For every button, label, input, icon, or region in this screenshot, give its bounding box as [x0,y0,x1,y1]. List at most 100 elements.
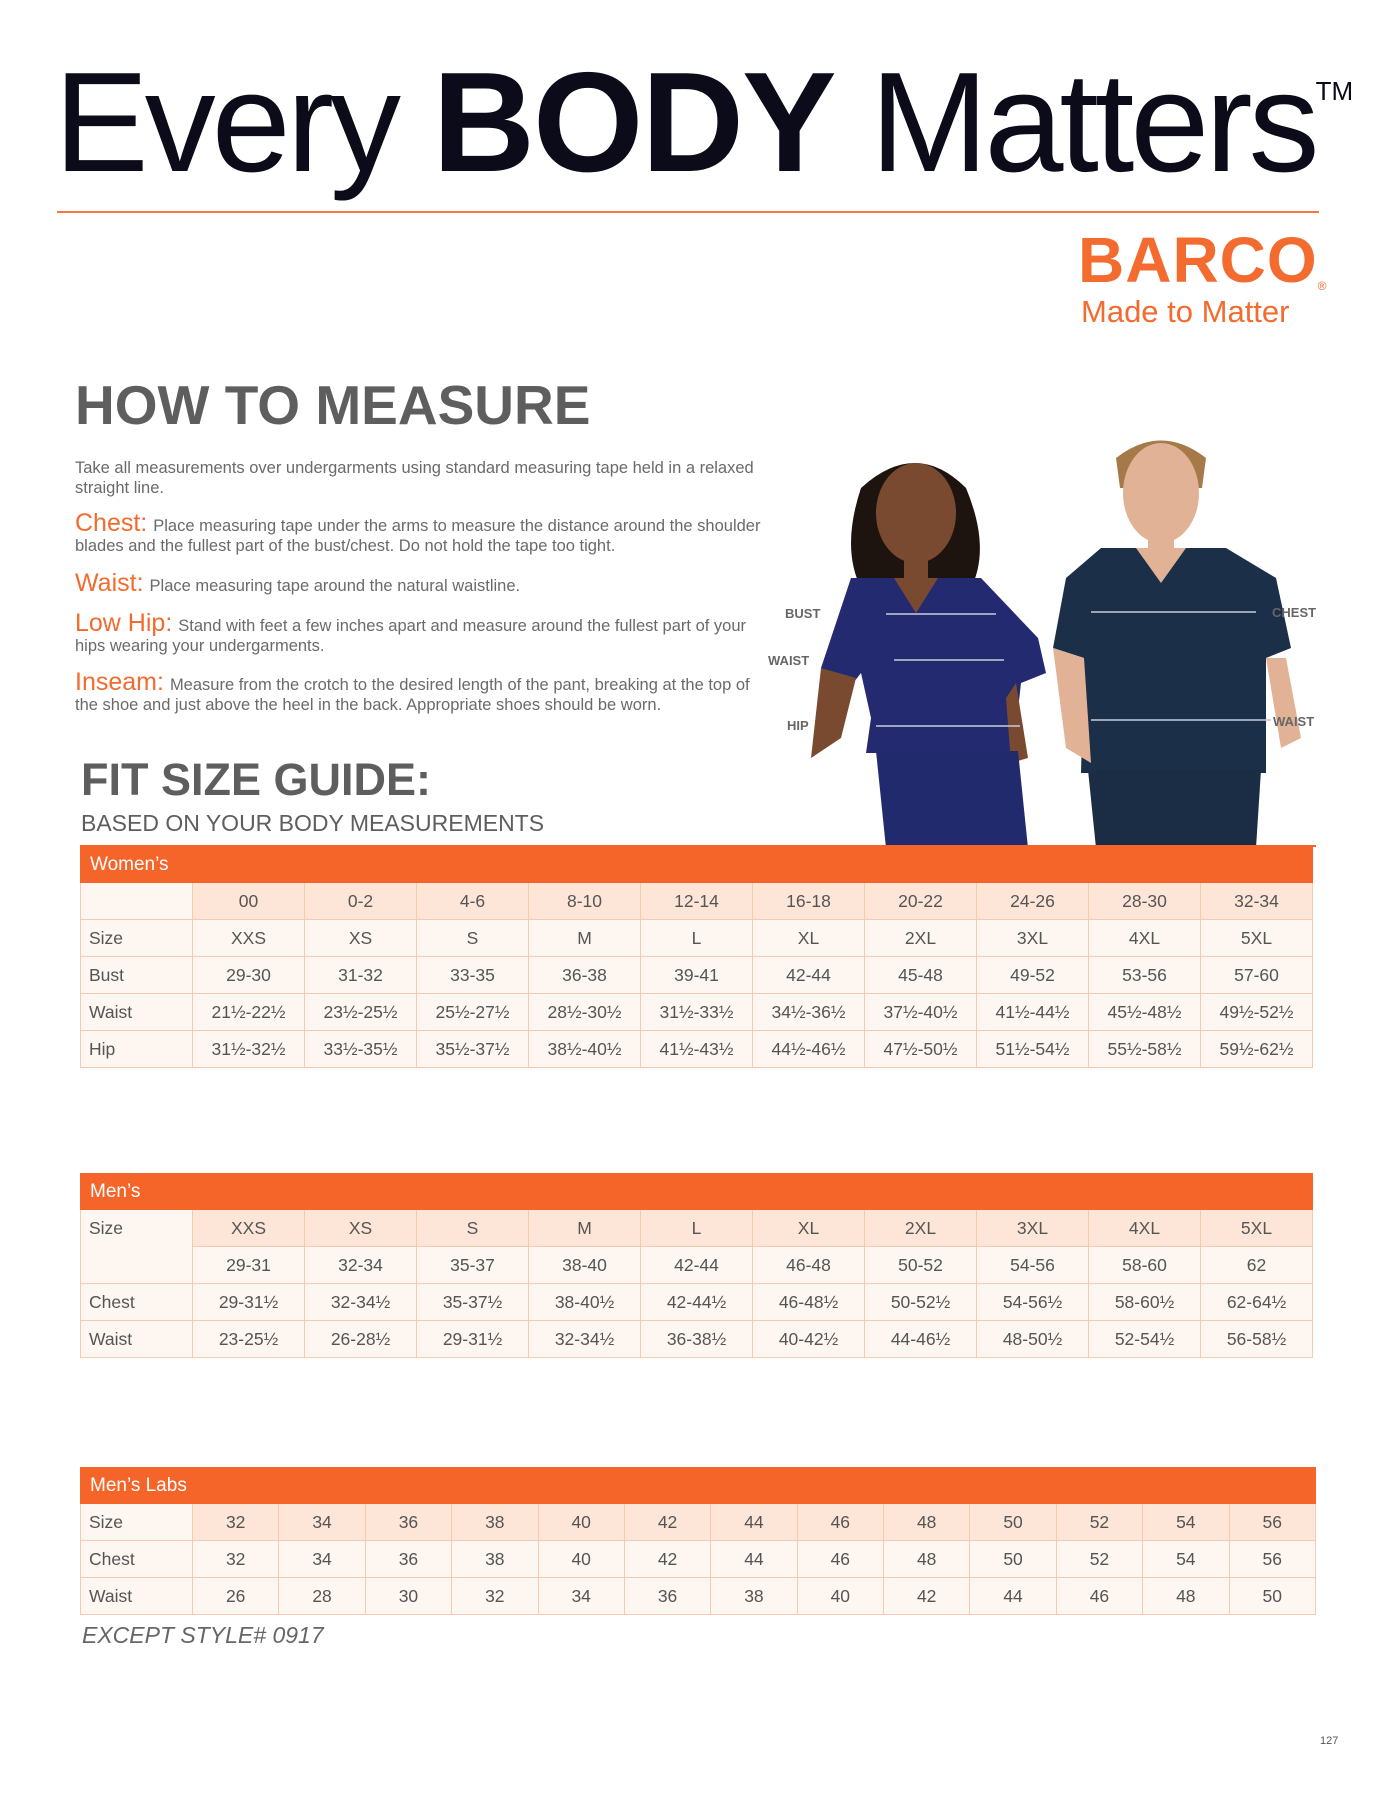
table-cell: S [416,919,529,957]
table-cell: 54-56 [976,1246,1089,1284]
table-cell: XXS [192,919,305,957]
table-cell: 35-37 [416,1246,529,1284]
table-cell: XS [304,1209,417,1247]
table-cell: 51½-54½ [976,1030,1089,1068]
table-cell: XL [752,919,865,957]
table-cell: 49½-52½ [1200,993,1313,1031]
table-cell: 34 [278,1503,366,1541]
table-cell: 29-31½ [192,1283,305,1321]
table-cell: 40 [796,1577,885,1615]
table-cell: 38 [451,1540,539,1578]
chest-label: CHEST [1272,605,1317,620]
table-cell: 48 [882,1540,971,1578]
table-cell: L [640,1209,753,1247]
table-cell: 28 [278,1577,366,1615]
womens-size-table: Women’s 00 0-2 4-6 8-10 12-14 16-18 20-22 24-26 2… [80,846,1313,1068]
table-cell: 37½-40½ [864,993,977,1031]
title-word: Matters [870,43,1319,202]
table-cell: 38-40 [528,1246,641,1284]
table-cell: M [528,919,641,957]
measure-label: Waist: [75,569,144,597]
table-cell: 50 [969,1503,1057,1541]
table-cell: 48-50½ [976,1320,1089,1358]
table-cell: 45½-48½ [1088,993,1201,1031]
table-cell: 00 [192,882,305,920]
table-cell: 25½-27½ [416,993,529,1031]
table-cell: XS [304,919,417,957]
table-row: Hip 31½-32½ 33½-35½ 35½-37½ 38½-40½ 41½-43½ 44… [80,1030,1313,1068]
table-cell: 58-60½ [1088,1283,1201,1321]
table-cell: 44-46½ [864,1320,977,1358]
mens-size-table: Men’s Size XXS XS S M L XL 2XL 3XL 4XL 5XL 29-31 32-3… [80,1173,1313,1358]
measure-low-hip: Low Hip: Stand with feet a few inches apa… [75,611,765,656]
table-cell: 50-52½ [864,1283,977,1321]
table-cell: 49-52 [976,956,1089,994]
measure-label: Inseam: [75,668,164,696]
registered-mark: ® [1317,279,1328,293]
measure-text: Place measuring tape around the natural … [149,577,521,595]
table-cell: 56 [1228,1540,1316,1578]
table-cell: S [416,1209,529,1247]
row-label: Bust [80,956,193,994]
table-cell: 31½-33½ [640,993,753,1031]
table-cell: 32 [191,1503,280,1541]
table-cell: 42 [882,1577,971,1615]
table-cell: 32-34 [1200,882,1313,920]
table-row: Waist 26 28 30 32 34 36 38 40 42 44 46 48 50 [80,1577,1316,1615]
divider [57,211,1319,213]
table-cell: 24-26 [976,882,1089,920]
how-to-measure-heading: HOW TO MEASURE [75,374,591,436]
table-title: Men’s [80,1173,1313,1210]
table-cell: 5XL [1200,1209,1313,1247]
man-figure [1053,440,1301,848]
table-cell: 29-31 [192,1246,305,1284]
table-cell: 31½-32½ [192,1030,305,1068]
table-cell: 33½-35½ [304,1030,417,1068]
row-label: Chest [80,1283,193,1321]
table-cell: 38-40½ [528,1283,641,1321]
table-cell: 62-64½ [1200,1283,1313,1321]
brand-tagline: Made to Matter [1081,294,1290,329]
row-label [80,882,193,920]
table-cell: 46 [796,1540,885,1578]
table-row: 00 0-2 4-6 8-10 12-14 16-18 20-22 24-26 28-30 32-… [80,882,1313,920]
table-cell: M [528,1209,641,1247]
brand-logo: BARCO® [1078,228,1328,292]
table-cell: 32-34½ [528,1320,641,1358]
table-cell: 29-31½ [416,1320,529,1358]
bust-label: BUST [785,606,821,621]
table-cell: 29-30 [192,956,305,994]
table-cell: XL [752,1209,865,1247]
table-cell: 23½-25½ [304,993,417,1031]
fit-size-guide-heading: FIT SIZE GUIDE: [81,754,432,805]
brand-name: BARCO [1078,224,1318,296]
table-cell: 3XL [976,1209,1089,1247]
table-cell: 50 [969,1540,1057,1578]
table-cell: 50-52 [864,1246,977,1284]
table-cell: 38 [451,1503,539,1541]
table-cell: 26-28½ [304,1320,417,1358]
table-cell: 35-37½ [416,1283,529,1321]
table-cell: 54-56½ [976,1283,1089,1321]
table-cell: 36 [364,1540,453,1578]
table-cell: 45-48 [864,956,977,994]
table-cell: 48 [882,1503,971,1541]
table-cell: 31-32 [304,956,417,994]
table-row: Size 32 34 36 38 40 42 44 46 48 50 52 54 56 [80,1503,1316,1541]
table-cell: 8-10 [528,882,641,920]
row-label: Waist [80,1320,193,1358]
table-title: Women’s [80,846,1313,883]
table-row: 29-31 32-34 35-37 38-40 42-44 46-48 50-52 54-56… [81,1246,1313,1284]
table-cell: 38½-40½ [528,1030,641,1068]
table-cell: 55½-58½ [1088,1030,1201,1068]
table-cell: 50 [1228,1577,1316,1615]
row-label: Size [80,1503,193,1541]
table-cell: 52 [1055,1540,1144,1578]
woman-figure [811,463,1046,848]
table-cell: 40 [537,1503,625,1541]
table-cell: 33-35 [416,956,529,994]
measure-text: Place measuring tape under the arms to m… [75,517,761,555]
page-title: Every BODY MattersTM [54,52,1353,194]
table-cell: 23-25½ [192,1320,305,1358]
hip-label: HIP [787,718,809,733]
